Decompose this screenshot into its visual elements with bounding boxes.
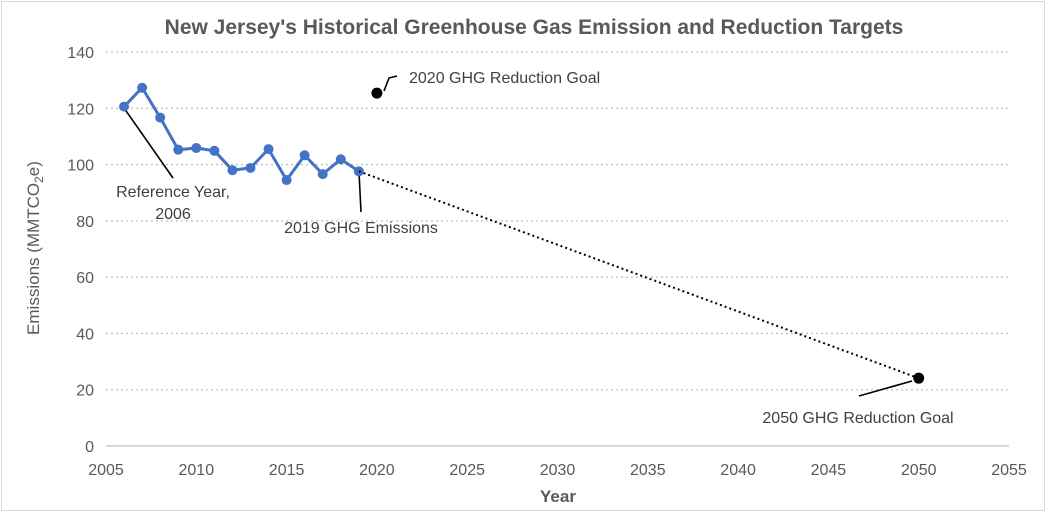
x-tick-label: 2050 bbox=[901, 462, 937, 479]
series-0-marker bbox=[137, 82, 148, 93]
x-tick-labels: 2005 2010 2015 2020 2025 2030 2035 2040 2045 2050… bbox=[88, 462, 1027, 479]
y-tick-label: 0 bbox=[85, 439, 94, 456]
x-tick-label: 2045 bbox=[811, 462, 847, 479]
y-axis-title-subscript: 2 bbox=[32, 176, 46, 183]
goal-points bbox=[371, 87, 925, 384]
series-0-marker bbox=[317, 169, 328, 180]
y-axis-title-suffix: e) bbox=[24, 161, 43, 176]
reference-year-label-line1: Reference Year, bbox=[116, 184, 230, 201]
y-tick-label: 140 bbox=[67, 45, 94, 62]
ghg-2019-leader-line bbox=[358, 171, 362, 213]
series-0-marker bbox=[209, 145, 220, 156]
y-axis-title: Emissions (MMTCO2e) bbox=[24, 161, 46, 335]
y-tick-label: 80 bbox=[76, 214, 94, 231]
x-axis-title: Year bbox=[540, 487, 576, 506]
ghg-2019-label: 2019 GHG Emissions bbox=[284, 220, 438, 237]
x-tick-label: 2030 bbox=[540, 462, 576, 479]
series-0-marker bbox=[191, 142, 202, 153]
series-0-marker bbox=[227, 165, 238, 176]
series-line-1 bbox=[358, 170, 920, 380]
x-tick-label: 2020 bbox=[359, 462, 395, 479]
goal-2020-label: 2020 GHG Reduction Goal bbox=[409, 70, 600, 87]
series-0-marker bbox=[281, 175, 292, 186]
reference-year-leader-line bbox=[123, 107, 174, 179]
y-tick-label: 20 bbox=[76, 383, 94, 400]
x-tick-label: 2015 bbox=[269, 462, 305, 479]
x-tick-label: 2055 bbox=[991, 462, 1027, 479]
chart-title: New Jersey's Historical Greenhouse Gas E… bbox=[165, 16, 904, 39]
series-0-marker bbox=[173, 144, 184, 155]
y-tick-label: 40 bbox=[76, 326, 94, 343]
goal-2020-leader-line bbox=[383, 75, 398, 92]
x-tick-label: 2035 bbox=[630, 462, 666, 479]
x-tick-label: 2010 bbox=[179, 462, 215, 479]
goal-2050-label: 2050 GHG Reduction Goal bbox=[762, 410, 953, 427]
series-0-marker bbox=[119, 101, 130, 112]
series-0-marker bbox=[155, 112, 166, 123]
series-layer bbox=[119, 82, 920, 380]
y-tick-labels: 0 20 40 60 80 100 120 140 bbox=[67, 45, 94, 456]
reference-year-label-line2: 2006 bbox=[155, 206, 191, 223]
y-tick-label: 60 bbox=[76, 270, 94, 287]
y-tick-label: 100 bbox=[67, 158, 94, 175]
series-0-marker bbox=[299, 150, 310, 161]
y-axis-title-main: Emissions (MMTCO bbox=[24, 183, 43, 335]
series-0-marker bbox=[245, 162, 256, 173]
gridlines bbox=[106, 51, 1009, 447]
series-line-0 bbox=[123, 86, 360, 182]
x-tick-label: 2005 bbox=[88, 462, 124, 479]
goal-point bbox=[371, 87, 383, 99]
series-0-marker bbox=[335, 154, 346, 165]
goal-point bbox=[913, 372, 925, 384]
series-0-marker bbox=[263, 144, 274, 155]
x-tick-label: 2025 bbox=[449, 462, 485, 479]
x-tick-label: 2040 bbox=[720, 462, 756, 479]
goal-2050-leader-line bbox=[858, 380, 913, 397]
y-tick-label: 120 bbox=[67, 101, 94, 118]
